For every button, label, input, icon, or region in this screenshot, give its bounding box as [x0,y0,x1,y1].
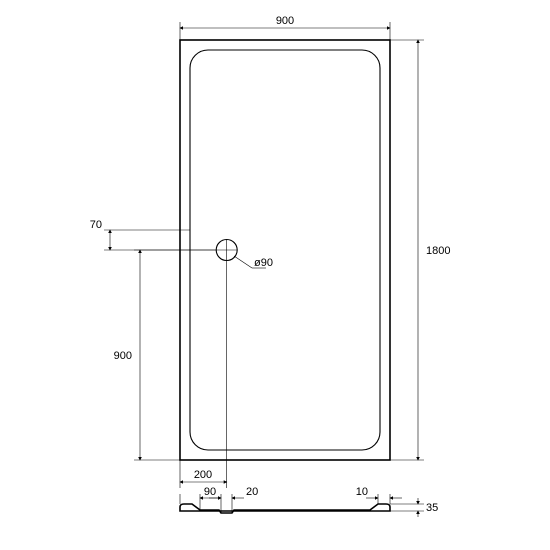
dim-height-label: 1800 [426,245,450,257]
shower-tray-drawing: 900 1800 70 ø90 900 200 [0,0,550,550]
dim-sec-90: 90 [204,486,216,498]
dim-sec-35: 35 [426,502,438,514]
dim-section-35: 35 [390,498,438,517]
dim-900v-label: 900 [114,350,132,362]
dim-200: 200 [180,261,227,489]
dim-900v: 900 [114,250,216,460]
dim-70: 70 [90,219,216,250]
dim-70-label: 70 [90,219,102,231]
dim-sec-20: 20 [246,486,258,498]
dim-height-1800: 1800 [390,40,450,460]
dim-width-label: 900 [276,15,294,27]
section-view [180,504,390,513]
dim-dia90: ø90 [234,256,273,269]
dim-sec-10: 10 [356,486,368,498]
dim-section-top: 90 20 10 [180,486,402,513]
dim-dia-label: ø90 [254,257,273,269]
dim-width-900: 900 [180,15,390,40]
dim-200-label: 200 [194,469,212,481]
